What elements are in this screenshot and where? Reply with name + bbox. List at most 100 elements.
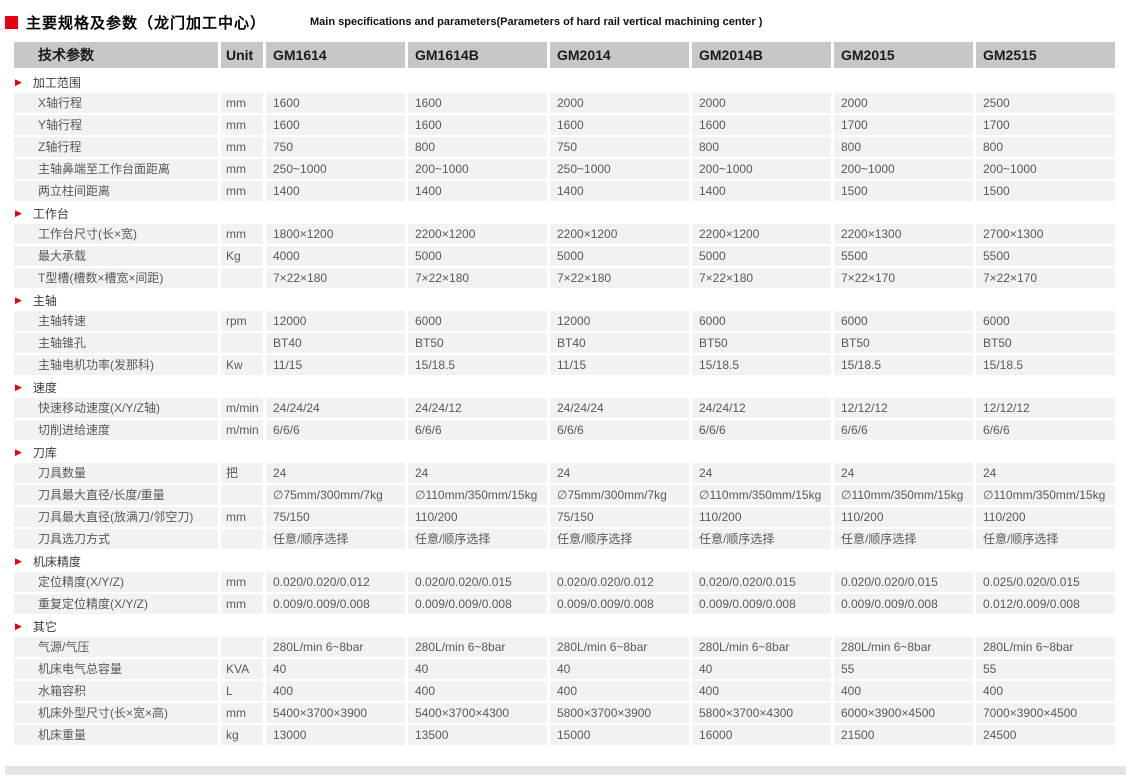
value-cell: 800 <box>408 137 547 157</box>
value-cell: 6/6/6 <box>834 420 973 440</box>
value-cell: 5500 <box>976 246 1115 266</box>
value-cell: 200~1000 <box>692 159 831 179</box>
value-cell: 110/200 <box>834 507 973 527</box>
value-cell: 7000×3900×4500 <box>976 703 1115 723</box>
value-cell: 2000 <box>692 93 831 113</box>
value-cell: 1700 <box>834 115 973 135</box>
unit-cell <box>221 485 263 505</box>
table-row: 主轴鼻端至工作台面距离 mm 250~1000 200~1000 250~1000 200… <box>14 159 1115 179</box>
value-cell: 1600 <box>408 115 547 135</box>
table-row: 主轴电机功率(发那科) Kw 11/15 15/18.5 11/15 15/18.5 15/… <box>14 355 1115 375</box>
unit-cell: kg <box>221 725 263 745</box>
value-cell: 110/200 <box>692 507 831 527</box>
table-row: 机床重量 kg 13000 13500 15000 16000 21500 24500 <box>14 725 1115 745</box>
section-title: 速度 <box>32 380 57 395</box>
value-cell: 400 <box>408 681 547 701</box>
value-cell: 6/6/6 <box>266 420 405 440</box>
table-row: 快速移动速度(X/Y/Z轴) m/min 24/24/24 24/24/12 24/24… <box>14 398 1115 418</box>
table-row: 主轴锥孔 BT40 BT50 BT40 BT50 BT50 BT50 <box>14 333 1115 353</box>
value-cell: 280L/min 6~8bar <box>408 637 547 657</box>
triangle-icon: ▶ <box>15 447 22 457</box>
value-cell: 12/12/12 <box>834 398 973 418</box>
value-cell: 24 <box>550 463 689 483</box>
page-title: 主要规格及参数（龙门加工中心） Main specifications and … <box>5 12 1117 32</box>
value-cell: 7×22×170 <box>834 268 973 288</box>
value-cell: 24 <box>692 463 831 483</box>
value-cell: 12000 <box>266 311 405 331</box>
section-title: 其它 <box>32 619 57 634</box>
model-header-cell: GM1614 <box>266 42 405 68</box>
table-row: 刀具最大直径(放满刀/邻空刀) mm 75/150 110/200 75/150 110/… <box>14 507 1115 527</box>
section-row: ▶ 工作台 <box>14 203 1115 223</box>
value-cell: 110/200 <box>408 507 547 527</box>
param-cell: 气源/气压 <box>14 637 218 657</box>
value-cell: 7×22×170 <box>976 268 1115 288</box>
value-cell: 11/15 <box>550 355 689 375</box>
model-header-cell: GM1614B <box>408 42 547 68</box>
section-row: ▶ 其它 <box>14 616 1115 636</box>
value-cell: 0.025/0.020/0.015 <box>976 572 1115 592</box>
unit-cell: mm <box>221 224 263 244</box>
triangle-icon: ▶ <box>15 208 22 218</box>
value-cell: 1600 <box>692 115 831 135</box>
value-cell: 24/24/24 <box>266 398 405 418</box>
unit-cell: mm <box>221 93 263 113</box>
value-cell: 0.009/0.009/0.008 <box>550 594 689 614</box>
value-cell: 1800×1200 <box>266 224 405 244</box>
value-cell: 任意/顺序选择 <box>692 529 831 549</box>
value-cell: 1500 <box>834 181 973 201</box>
unit-cell <box>221 268 263 288</box>
unit-cell: rpm <box>221 311 263 331</box>
value-cell: 0.009/0.009/0.008 <box>408 594 547 614</box>
value-cell: 13000 <box>266 725 405 745</box>
table-row: Y轴行程 mm 1600 1600 1600 1600 1700 1700 <box>14 115 1115 135</box>
value-cell: BT50 <box>834 333 973 353</box>
value-cell: ∅110mm/350mm/15kg <box>408 485 547 505</box>
section-row: ▶ 机床精度 <box>14 551 1115 571</box>
value-cell: 15/18.5 <box>976 355 1115 375</box>
value-cell: 15000 <box>550 725 689 745</box>
value-cell: 0.020/0.020/0.015 <box>692 572 831 592</box>
value-cell: 24/24/12 <box>692 398 831 418</box>
param-cell: 主轴电机功率(发那科) <box>14 355 218 375</box>
value-cell: 0.020/0.020/0.015 <box>834 572 973 592</box>
param-cell: X轴行程 <box>14 93 218 113</box>
param-cell: 主轴转速 <box>14 311 218 331</box>
value-cell: 1600 <box>266 115 405 135</box>
page-title-zh: 主要规格及参数（龙门加工中心） <box>26 14 267 32</box>
value-cell: BT50 <box>408 333 547 353</box>
value-cell: 55 <box>976 659 1115 679</box>
param-cell: 刀具最大直径/长度/重量 <box>14 485 218 505</box>
value-cell: 280L/min 6~8bar <box>266 637 405 657</box>
value-cell: 5500 <box>834 246 973 266</box>
value-cell: 16000 <box>692 725 831 745</box>
value-cell: 5400×3700×3900 <box>266 703 405 723</box>
value-cell: 7×22×180 <box>266 268 405 288</box>
value-cell: 5000 <box>692 246 831 266</box>
value-cell: 24 <box>266 463 405 483</box>
value-cell: 任意/顺序选择 <box>976 529 1115 549</box>
value-cell: 5400×3700×4300 <box>408 703 547 723</box>
red-square-icon <box>5 15 18 29</box>
value-cell: 15/18.5 <box>408 355 547 375</box>
unit-cell <box>221 333 263 353</box>
value-cell: ∅110mm/350mm/15kg <box>692 485 831 505</box>
value-cell: 11/15 <box>266 355 405 375</box>
value-cell: 24 <box>834 463 973 483</box>
value-cell: 2200×1200 <box>550 224 689 244</box>
param-header-cell: 技术参数 <box>14 42 218 68</box>
value-cell: 40 <box>692 659 831 679</box>
table-row: 机床外型尺寸(长×宽×高) mm 5400×3700×3900 5400×3700×4… <box>14 703 1115 723</box>
unit-cell: L <box>221 681 263 701</box>
value-cell: BT50 <box>976 333 1115 353</box>
value-cell: 0.009/0.009/0.008 <box>834 594 973 614</box>
value-cell: 1600 <box>550 115 689 135</box>
section-row: ▶ 刀库 <box>14 442 1115 462</box>
unit-cell: 把 <box>221 463 263 483</box>
spec-sheet-page: 主要规格及参数（龙门加工中心） Main specifications and … <box>5 12 1117 745</box>
value-cell: 800 <box>834 137 973 157</box>
value-cell: 280L/min 6~8bar <box>834 637 973 657</box>
value-cell: 任意/顺序选择 <box>834 529 973 549</box>
value-cell: 200~1000 <box>408 159 547 179</box>
value-cell: ∅75mm/300mm/7kg <box>266 485 405 505</box>
